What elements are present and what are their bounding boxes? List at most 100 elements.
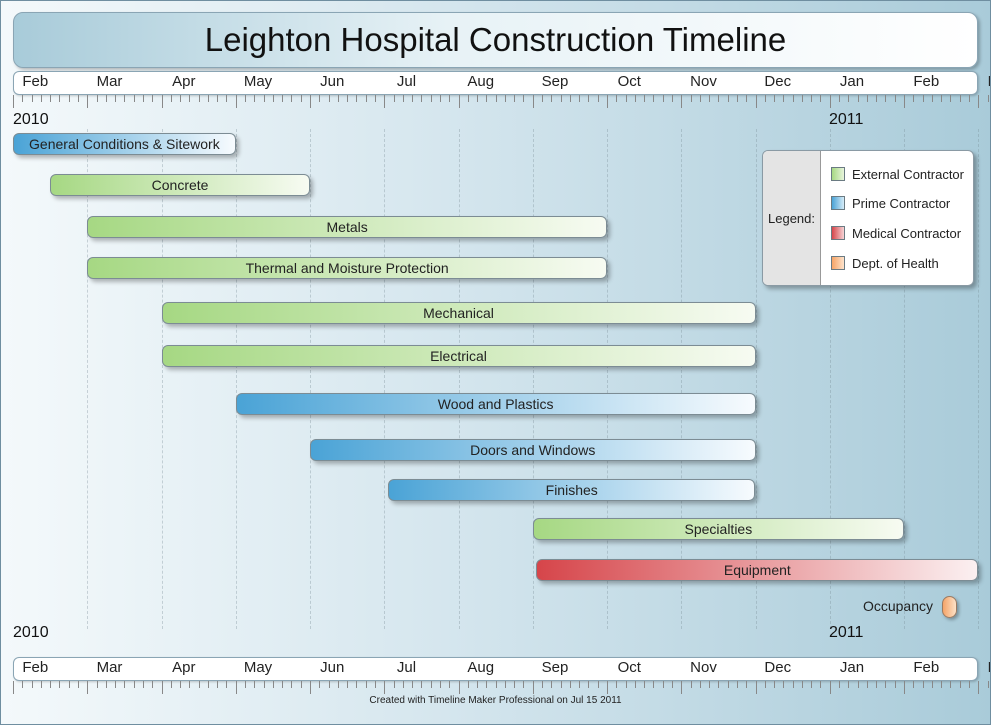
axis-tick [495,681,497,688]
axis-tick [430,95,432,102]
axis-tick [653,681,655,688]
axis-tick [551,681,553,688]
axis-tick [727,681,729,688]
task-bar [50,174,310,196]
axis-tick [764,681,766,688]
axis-tick [560,681,562,688]
axis-tick [950,681,952,688]
axis-tick [374,95,376,102]
axis-tick [402,681,404,688]
axis-tick [300,95,302,102]
chart-title: Leighton Hospital Construction Timeline [204,21,787,58]
axis-tick [774,95,776,102]
legend-item-external: External Contractor [831,165,964,183]
axis-tick [152,681,154,688]
axis-tick [22,681,24,688]
axis-tick [272,681,274,688]
axis-tick [291,95,293,102]
axis-tick [718,95,720,102]
axis-tick [328,681,330,688]
axis-tick [412,95,414,102]
axis-tick [180,681,182,688]
month-label: May [243,659,273,676]
month-label: Feb [913,659,940,676]
task-label: Mechanical [423,305,494,321]
axis-tick [792,681,794,688]
axis-tick [839,681,841,688]
axis-tick [68,95,70,102]
axis-tick [40,95,42,102]
axis-tick [597,95,599,102]
axis-tick [374,681,376,688]
month-label: Oct [617,659,641,676]
month-gridline [384,129,386,629]
axis-tick [690,95,692,102]
axis-tick [718,681,720,688]
axis-tick [866,95,868,102]
month-gridline [458,129,460,629]
axis-tick [272,95,274,102]
axis-tick [709,681,711,688]
month-label: Apr [172,659,196,676]
axis-tick [319,95,321,102]
axis-tick [421,681,423,688]
legend-side [763,151,821,285]
axis-tick [662,95,664,102]
axis-tick [13,95,14,108]
axis-tick [560,95,562,102]
task-bar [87,257,607,279]
axis-tick [328,95,330,102]
axis-tick [709,95,711,102]
axis-tick [504,681,506,688]
axis-tick [402,95,404,102]
axis-tick [736,681,738,688]
month-gridline [755,129,757,629]
task-bar [161,302,756,324]
axis-tick [133,681,135,688]
axis-tick [235,681,237,694]
legend-title: Legend: [768,211,815,226]
axis-tick [504,95,506,102]
legend-label: Prime Contractor [852,195,951,211]
axis-tick [597,681,599,688]
task-label: Metals [326,219,368,235]
month-gridline [161,129,163,629]
task-bar [387,479,756,501]
task-label: Doors and Windows [470,442,596,458]
month-gridline [978,129,980,629]
axis-tick [254,95,256,102]
axis-tick [681,681,683,694]
axis-tick [978,681,980,694]
axis-tick [319,681,321,688]
axis-tick [124,681,126,688]
axis-tick [31,681,33,688]
axis-tick [941,95,943,102]
footer-credit: Created with Timeline Maker Professional… [369,695,622,706]
month-label: Sep [541,73,569,90]
axis-tick [170,681,172,688]
task-bar [87,216,607,238]
month-label: Feb [22,659,49,676]
axis-tick [189,681,191,688]
axis-tick [217,95,219,102]
axis-tick [811,681,813,688]
axis-tick [310,681,311,694]
axis-tick [820,95,822,102]
axis-tick [31,95,33,102]
axis-tick [421,95,423,102]
axis-tick [486,681,488,688]
bottom-month-axis [13,657,978,681]
axis-tick [235,95,237,108]
axis-tick [904,681,905,694]
axis-tick [746,95,748,102]
month-label: Aug [467,73,495,90]
task-bar [13,133,236,155]
axis-tick [848,681,850,688]
month-label: Jan [839,659,865,676]
axis-tick [904,95,905,108]
month-label: Mar [988,73,990,90]
axis-tick [634,681,636,688]
axis-tick [736,95,738,102]
axis-tick [653,95,655,102]
